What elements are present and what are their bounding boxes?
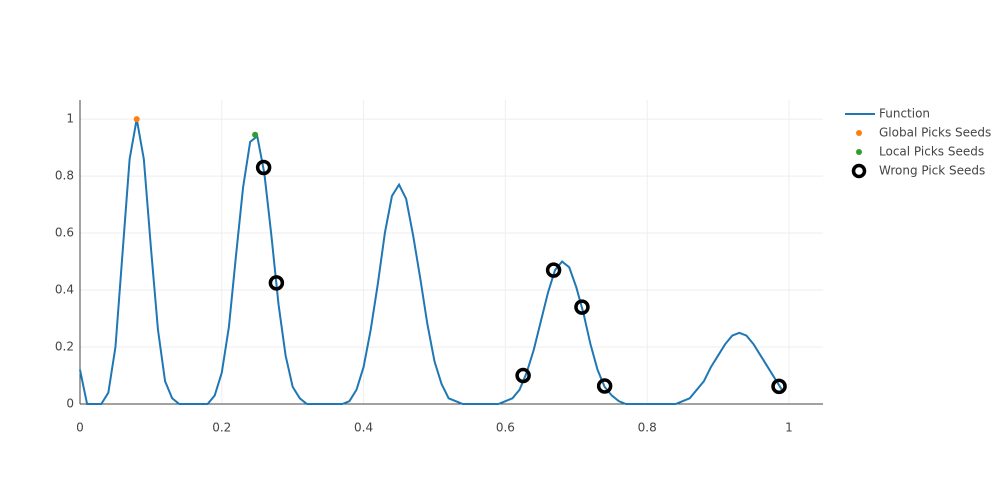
y-tick-label: 0.4 bbox=[55, 283, 74, 297]
legend-label: Local Picks Seeds bbox=[879, 145, 984, 159]
legend-label: Global Picks Seeds bbox=[879, 126, 991, 140]
function-line bbox=[79, 118, 783, 405]
point bbox=[545, 262, 562, 278]
legend-swatch bbox=[856, 130, 862, 136]
x-tick-label: 0.2 bbox=[212, 421, 231, 435]
point bbox=[515, 367, 531, 384]
point bbox=[133, 116, 140, 123]
x-tick-label: 0.8 bbox=[638, 421, 657, 435]
point bbox=[574, 299, 590, 315]
y-tick-label: 0.2 bbox=[55, 340, 74, 354]
y-tick-label: 0.6 bbox=[55, 226, 74, 240]
legend-label: Function bbox=[879, 107, 930, 121]
point bbox=[268, 275, 285, 291]
x-tick-label: 1 bbox=[785, 421, 793, 435]
x-tick-label: 0.6 bbox=[496, 421, 515, 435]
y-tick-label: 0 bbox=[66, 397, 74, 411]
legend-label: Wrong Pick Seeds bbox=[879, 164, 985, 178]
point bbox=[771, 378, 787, 395]
legend-swatch bbox=[856, 149, 862, 155]
legend-swatch bbox=[851, 163, 867, 179]
point bbox=[255, 159, 272, 176]
y-tick-label: 1 bbox=[66, 112, 74, 126]
y-tick-label: 0.8 bbox=[55, 169, 74, 183]
point bbox=[596, 378, 613, 394]
x-tick-label: 0 bbox=[76, 421, 84, 435]
point bbox=[252, 131, 259, 138]
x-tick-label: 0.4 bbox=[354, 421, 373, 435]
